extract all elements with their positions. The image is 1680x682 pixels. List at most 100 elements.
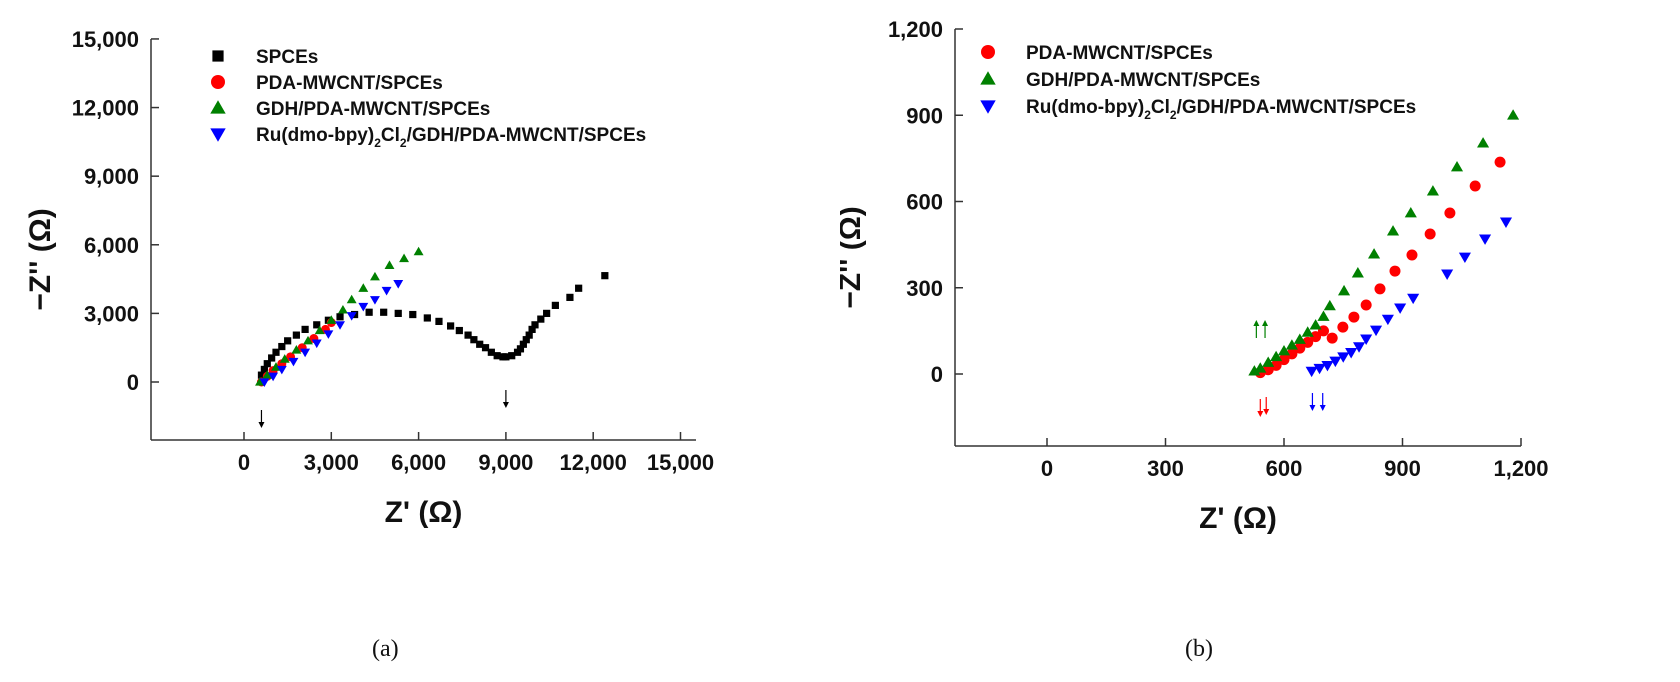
data-point xyxy=(1507,109,1520,120)
data-point xyxy=(323,330,334,339)
data-point xyxy=(1444,207,1456,219)
legend-label: GDH/PDA-MWCNT/SPCEs xyxy=(1026,70,1260,91)
data-point xyxy=(381,286,392,296)
data-point xyxy=(1469,180,1481,192)
data-point xyxy=(262,370,273,379)
data-point xyxy=(303,335,313,345)
caption-b: (b) xyxy=(1185,636,1213,662)
data-point xyxy=(1477,137,1490,148)
series-square xyxy=(257,272,609,379)
data-point xyxy=(259,378,270,387)
data-point xyxy=(1285,339,1298,350)
data-point xyxy=(1424,228,1436,240)
chart-panel-a: 0 3,000 6,000 9,000 12,000 15,000 0 3,000 6,000 9… xyxy=(24,27,714,529)
legend-label: PDA-MWCNT/SPCEs xyxy=(1026,43,1213,64)
data-point xyxy=(464,331,472,339)
data-point xyxy=(522,336,530,344)
legend-label: Ru(dmo-bpy)2Cl2/GDH/PDA-MWCNT/SPCEs xyxy=(256,125,646,150)
data-point xyxy=(279,354,290,363)
data-point xyxy=(300,348,311,358)
x-tick-label: 9,000 xyxy=(478,450,533,475)
legend-marker-icon xyxy=(212,50,224,62)
data-point xyxy=(1323,299,1336,311)
data-point xyxy=(1313,363,1326,375)
data-point xyxy=(551,301,559,309)
data-point xyxy=(519,340,527,348)
data-point xyxy=(278,342,286,351)
series-triangle-up xyxy=(255,246,424,386)
x-tick-label: 0 xyxy=(1041,456,1053,481)
y-tick-label: 1,200 xyxy=(888,17,943,42)
data-point xyxy=(1329,356,1342,368)
x-tick-label: 1,200 xyxy=(1493,456,1548,481)
data-point xyxy=(271,362,281,371)
arrow-annotation-icon xyxy=(1263,397,1270,415)
x-tick-label: 300 xyxy=(1147,456,1184,481)
data-point xyxy=(358,302,369,312)
legend-marker-icon xyxy=(210,100,226,114)
x-tick-label: 0 xyxy=(238,450,250,475)
data-point xyxy=(537,315,545,323)
data-point xyxy=(528,325,536,333)
data-point xyxy=(601,272,609,280)
legend-marker-icon xyxy=(211,75,225,89)
data-point xyxy=(409,310,417,319)
data-point xyxy=(1278,354,1290,366)
data-point xyxy=(566,293,574,301)
y-tick-label: 900 xyxy=(906,103,943,128)
data-point xyxy=(1337,284,1351,296)
data-point xyxy=(1351,267,1364,278)
data-point xyxy=(337,305,348,314)
data-point xyxy=(336,313,344,321)
data-point xyxy=(1321,360,1334,372)
data-point xyxy=(326,315,337,324)
data-point xyxy=(508,352,516,360)
arrow-annotation-icon xyxy=(502,390,509,408)
data-point xyxy=(1309,319,1322,330)
data-point xyxy=(393,280,404,289)
data-point xyxy=(394,309,402,317)
data-point xyxy=(291,345,302,354)
x-axis-label: Z' (Ω) xyxy=(1199,502,1277,535)
data-point xyxy=(455,326,463,335)
x-tick-label: 6,000 xyxy=(391,450,446,475)
data-point xyxy=(1404,206,1417,218)
data-point xyxy=(1499,217,1513,228)
data-point xyxy=(1302,336,1314,348)
data-point xyxy=(1479,234,1492,245)
y-tick-label: 15,000 xyxy=(72,27,139,52)
arrow-annotation-icon xyxy=(1309,393,1316,411)
x-tick-label: 900 xyxy=(1384,456,1421,481)
data-point xyxy=(257,371,266,379)
data-point xyxy=(1305,366,1318,378)
data-point xyxy=(1407,293,1420,305)
legend-label: GDH/PDA-MWCNT/SPCEs xyxy=(256,99,490,120)
data-point xyxy=(476,340,484,348)
data-point xyxy=(1294,342,1306,354)
data-point xyxy=(1270,359,1282,371)
data-point xyxy=(1374,283,1386,295)
arrow-annotation-icon xyxy=(1262,320,1269,338)
data-point xyxy=(346,312,357,321)
data-point xyxy=(1389,265,1401,277)
data-point xyxy=(470,336,478,344)
data-point xyxy=(260,365,268,374)
data-point xyxy=(1406,249,1418,261)
data-point xyxy=(1348,311,1360,323)
y-axis-label: −Z'' (Ω) xyxy=(840,206,867,308)
legend-marker-icon xyxy=(980,71,996,85)
x-tick-label: 15,000 xyxy=(647,450,714,475)
data-point xyxy=(284,337,292,345)
data-point xyxy=(481,344,490,352)
arrow-annotation-icon xyxy=(1257,399,1264,417)
arrow-annotation-icon xyxy=(258,410,265,428)
nyquist-plot-a: 0 3,000 6,000 9,000 12,000 15,000 0 3,000 6,000 9… xyxy=(24,27,714,529)
data-point xyxy=(292,331,300,339)
data-point xyxy=(1368,248,1381,259)
y-tick-label: 9,000 xyxy=(84,164,139,189)
data-point xyxy=(335,321,345,330)
data-point xyxy=(1360,334,1373,345)
data-point xyxy=(288,357,299,367)
data-point xyxy=(1317,310,1330,321)
data-point xyxy=(380,308,388,316)
